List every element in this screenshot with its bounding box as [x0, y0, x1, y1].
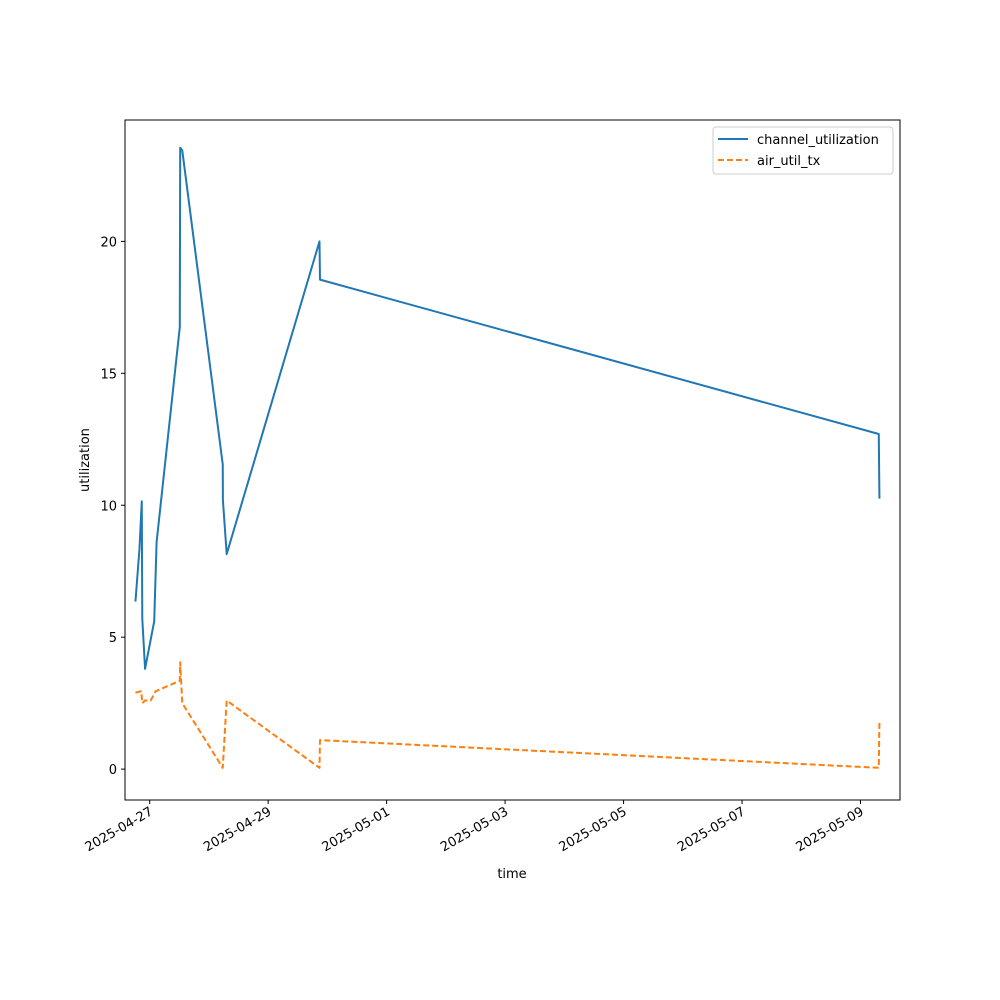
y-tick-label: 10: [100, 499, 117, 514]
y-axis-title: utilization: [78, 428, 93, 492]
y-tick-label: 20: [100, 235, 117, 250]
y-tick-label: 5: [109, 631, 117, 646]
legend-label-air-util-tx: air_util_tx: [757, 154, 821, 169]
legend-box: [712, 126, 894, 175]
x-axis-title: time: [497, 867, 526, 882]
legend-label-channel-utilization: channel_utilization: [757, 133, 879, 148]
plot-frame: [124, 119, 901, 801]
series-line-channel-utilization: [134, 146, 881, 670]
y-tick-label: 15: [100, 367, 117, 382]
series-layer: [134, 146, 881, 769]
y-tick-label: 0: [109, 763, 117, 778]
series-line-air-util-tx: [135, 661, 881, 769]
legend: channel_utilization air_util_tx: [712, 126, 894, 175]
y-axis-ticks: 0 5 10 15 20: [100, 235, 125, 778]
